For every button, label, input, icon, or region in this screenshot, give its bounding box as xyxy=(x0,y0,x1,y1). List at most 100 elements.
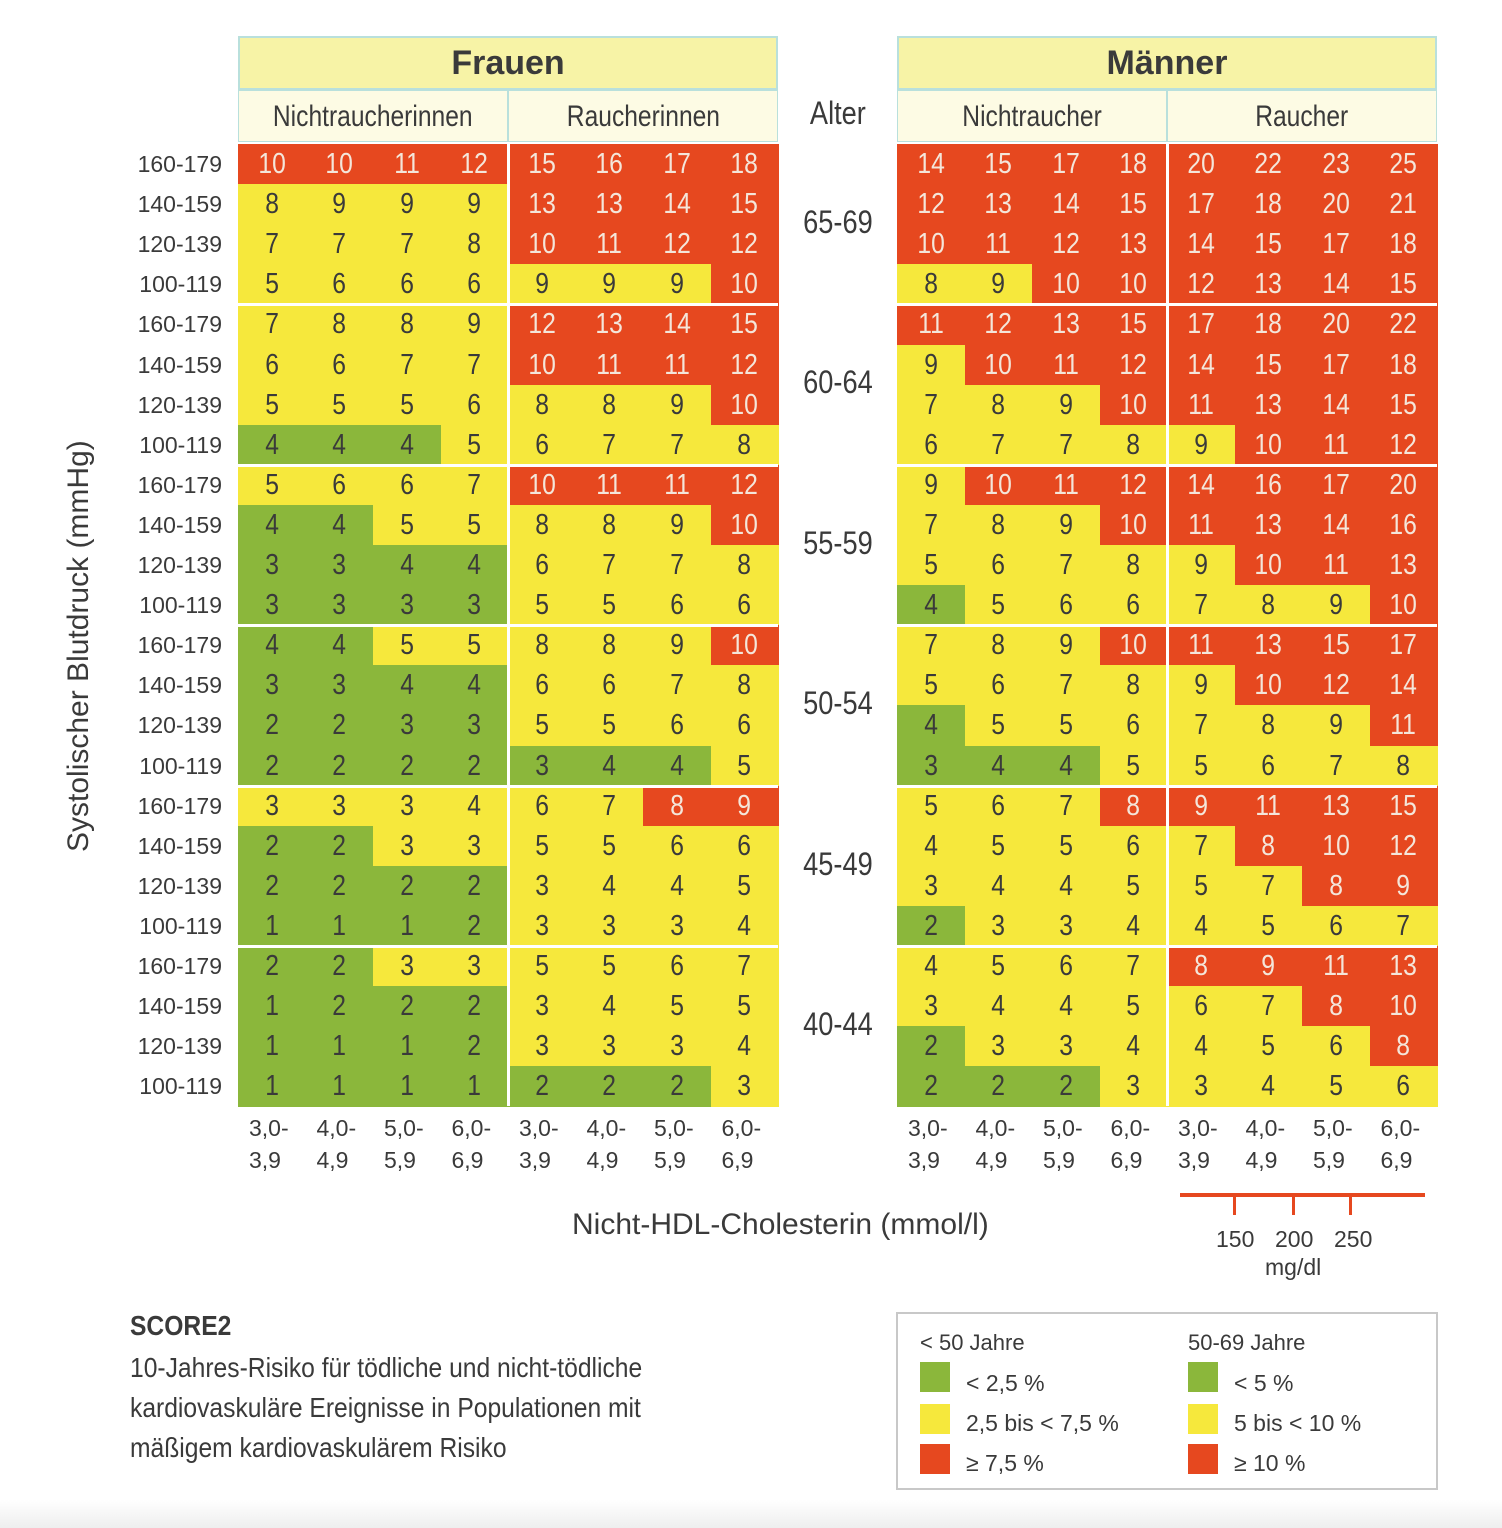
risk-cell: 14 xyxy=(1302,504,1370,546)
risk-cell: 5 xyxy=(964,946,1033,987)
risk-value: 13 xyxy=(1389,549,1418,581)
risk-value: 3 xyxy=(991,1030,1006,1063)
risk-value: 8 xyxy=(535,629,549,662)
risk-value: 14 xyxy=(917,148,945,180)
mgdl-label-150: 150 xyxy=(1216,1226,1255,1252)
risk-cell: 4 xyxy=(238,424,306,466)
risk-cell: 6 xyxy=(305,264,374,305)
risk-value: 7 xyxy=(400,348,414,381)
risk-value: 9 xyxy=(670,268,684,301)
risk-value: 3 xyxy=(670,1030,684,1063)
risk-cell: 1 xyxy=(305,905,374,947)
risk-value: 4 xyxy=(265,428,279,461)
risk-cell: 5 xyxy=(238,264,306,305)
risk-cell: 12 xyxy=(710,344,779,386)
risk-cell: 9 xyxy=(1234,946,1303,987)
risk-cell: 5 xyxy=(575,585,644,626)
risk-cell: 3 xyxy=(305,665,374,706)
risk-cell: 4 xyxy=(373,424,441,466)
risk-value: 8 xyxy=(535,388,549,421)
risk-cell: 5 xyxy=(373,504,441,546)
risk-value: 3 xyxy=(332,669,347,702)
bp-row-label: 160-179 xyxy=(137,311,222,338)
risk-cell: 9 xyxy=(1167,424,1235,466)
bp-row-label: 100-119 xyxy=(139,431,222,458)
risk-cell: 7 xyxy=(1032,665,1100,706)
risk-value: 4 xyxy=(1126,1030,1141,1063)
risk-value: 7 xyxy=(332,228,347,261)
risk-cell: 2 xyxy=(1032,1066,1100,1107)
risk-value: 5 xyxy=(924,789,938,822)
risk-cell: 1 xyxy=(373,1066,441,1107)
risk-value: 8 xyxy=(991,388,1006,421)
risk-value: 8 xyxy=(1261,589,1276,622)
risk-value: 1 xyxy=(332,1030,347,1063)
risk-cell: 17 xyxy=(1302,224,1370,265)
risk-value: 13 xyxy=(1322,789,1350,822)
risk-cell: 7 xyxy=(1032,424,1100,466)
risk-value: 11 xyxy=(1390,709,1417,742)
risk-value: 6 xyxy=(332,268,347,301)
risk-cell: 7 xyxy=(1099,946,1168,987)
bp-row-label: 120-139 xyxy=(137,231,222,258)
risk-cell: 5 xyxy=(897,785,965,827)
risk-cell: 14 xyxy=(1302,264,1370,305)
men-header-label: Männer xyxy=(1106,44,1228,82)
risk-cell: 8 xyxy=(964,504,1033,546)
risk-value: 15 xyxy=(1389,268,1418,301)
risk-value: 6 xyxy=(737,589,752,622)
risk-value: 4 xyxy=(1126,909,1141,942)
risk-cell: 8 xyxy=(1234,585,1303,626)
risk-value: 16 xyxy=(595,148,624,180)
risk-cell: 6 xyxy=(508,545,576,586)
risk-value: 14 xyxy=(1187,348,1215,381)
risk-value: 9 xyxy=(467,188,482,221)
risk-value: 5 xyxy=(737,990,752,1023)
risk-value: 7 xyxy=(1059,789,1073,822)
risk-cell: 5 xyxy=(238,384,306,426)
risk-cell: 14 xyxy=(1369,665,1438,706)
legend-label: ≥ 7,5 % xyxy=(966,1450,1044,1476)
risk-cell: 10 xyxy=(1369,585,1438,626)
risk-cell: 16 xyxy=(1234,464,1303,506)
risk-value: 12 xyxy=(1187,268,1215,301)
risk-value: 12 xyxy=(528,308,556,341)
risk-cell: 14 xyxy=(643,184,711,225)
risk-value: 3 xyxy=(265,789,279,822)
risk-cell: 2 xyxy=(305,865,374,907)
risk-value: 10 xyxy=(1119,508,1148,541)
risk-cell: 2 xyxy=(305,946,374,987)
risk-value: 12 xyxy=(1389,428,1418,461)
risk-value: 9 xyxy=(332,188,347,221)
risk-cell: 8 xyxy=(1302,986,1370,1027)
risk-cell: 12 xyxy=(710,464,779,506)
risk-value: 2 xyxy=(670,1070,684,1103)
risk-cell: 10 xyxy=(1099,264,1168,305)
risk-value: 2 xyxy=(400,749,414,782)
risk-cell: 8 xyxy=(1302,865,1370,907)
risk-value: 4 xyxy=(1059,749,1073,782)
risk-value: 4 xyxy=(332,629,347,662)
risk-value: 7 xyxy=(1194,829,1208,862)
risk-value: 5 xyxy=(602,709,617,742)
age-group-label: 60-64 xyxy=(803,364,873,401)
risk-value: 20 xyxy=(1389,468,1418,501)
risk-value: 13 xyxy=(595,308,624,341)
risk-value: 7 xyxy=(670,428,684,461)
risk-value: 3 xyxy=(265,549,279,581)
risk-cell: 2 xyxy=(440,905,509,947)
legend: < 50 Jahre < 2,5 % 2,5 bis < 7,5 % ≥ 7,5… xyxy=(896,1312,1438,1490)
risk-value: 17 xyxy=(1187,308,1215,341)
risk-value: 9 xyxy=(535,268,549,301)
risk-cell: 2 xyxy=(897,1066,965,1107)
risk-cell: 6 xyxy=(1099,825,1168,867)
risk-cell: 13 xyxy=(575,304,644,345)
risk-value: 3 xyxy=(535,990,549,1023)
risk-cell: 4 xyxy=(1032,986,1100,1027)
risk-cell: 20 xyxy=(1167,144,1235,185)
risk-value: 13 xyxy=(1254,508,1283,541)
risk-cell: 8 xyxy=(508,504,576,546)
bp-row-label: 160-179 xyxy=(137,953,222,979)
risk-value: 8 xyxy=(924,268,938,301)
risk-value: 8 xyxy=(535,508,549,541)
